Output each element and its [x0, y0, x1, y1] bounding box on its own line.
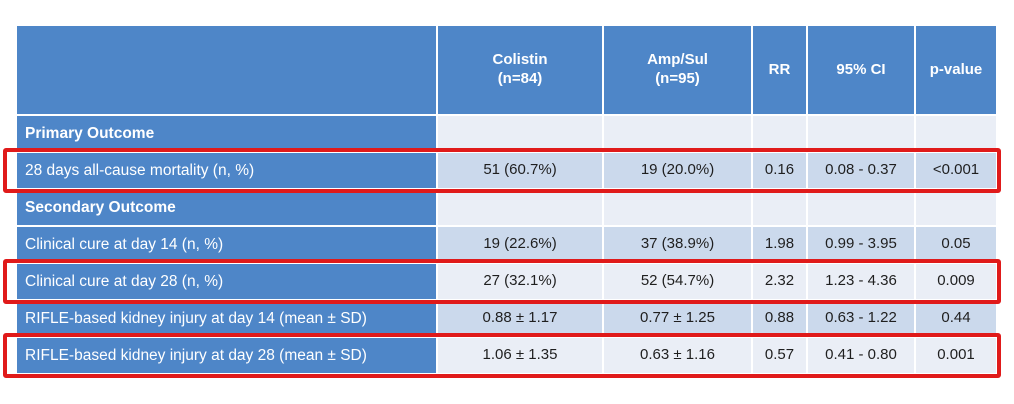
row-label-cure-day28: Clinical cure at day 28 (n, %) — [17, 264, 436, 299]
cell-value: 0.08 - 0.37 — [808, 153, 914, 188]
col-header-ampsul-line1: Amp/Sul — [647, 51, 708, 69]
cell-value: 52 (54.7%) — [604, 264, 751, 299]
cell-value: 0.16 — [753, 153, 806, 188]
cell-value — [916, 190, 996, 225]
col-header-colistin-line1: Colistin — [492, 51, 548, 69]
col-header-colistin: Colistin (n=84) — [438, 26, 602, 114]
cell-value — [438, 116, 602, 151]
cell-value — [808, 116, 914, 151]
col-header-ampsul: Amp/Sul (n=95) — [604, 26, 751, 114]
cell-value: 1.98 — [753, 227, 806, 262]
cell-value: <0.001 — [916, 153, 996, 188]
row-label-primary-outcome: Primary Outcome — [17, 116, 436, 151]
cell-value: 0.44 — [916, 301, 996, 336]
row-label-mortality: 28 days all-cause mortality (n, %) — [17, 153, 436, 188]
row-label-rifle-day14: RIFLE-based kidney injury at day 14 (mea… — [17, 301, 436, 336]
header-empty-corner — [17, 26, 436, 114]
col-header-rr: RR — [753, 26, 806, 114]
outcomes-table: Colistin (n=84) Amp/Sul (n=95) RR 95% CI… — [17, 26, 996, 373]
cell-value: 0.63 - 1.22 — [808, 301, 914, 336]
cell-value: 0.88 ± 1.17 — [438, 301, 602, 336]
cell-value: 27 (32.1%) — [438, 264, 602, 299]
cell-value: 1.23 - 4.36 — [808, 264, 914, 299]
cell-value — [753, 116, 806, 151]
col-header-pvalue: p-value — [916, 26, 996, 114]
cell-value: 19 (20.0%) — [604, 153, 751, 188]
cell-value: 0.88 — [753, 301, 806, 336]
cell-value: 19 (22.6%) — [438, 227, 602, 262]
cell-value: 0.99 - 3.95 — [808, 227, 914, 262]
row-label-cure-day14: Clinical cure at day 14 (n, %) — [17, 227, 436, 262]
cell-value: 0.63 ± 1.16 — [604, 338, 751, 373]
cell-value: 51 (60.7%) — [438, 153, 602, 188]
cell-value — [604, 190, 751, 225]
cell-value: 0.001 — [916, 338, 996, 373]
col-header-ampsul-line2: (n=95) — [655, 70, 700, 87]
cell-value: 0.009 — [916, 264, 996, 299]
cell-value: 0.05 — [916, 227, 996, 262]
cell-value — [916, 116, 996, 151]
cell-value: 2.32 — [753, 264, 806, 299]
cell-value: 37 (38.9%) — [604, 227, 751, 262]
col-header-colistin-line2: (n=84) — [497, 70, 543, 87]
col-header-ci: 95% CI — [808, 26, 914, 114]
cell-value — [808, 190, 914, 225]
cell-value: 1.06 ± 1.35 — [438, 338, 602, 373]
row-label-rifle-day28: RIFLE-based kidney injury at day 28 (mea… — [17, 338, 436, 373]
row-label-secondary-outcome: Secondary Outcome — [17, 190, 436, 225]
cell-value: 0.77 ± 1.25 — [604, 301, 751, 336]
cell-value — [604, 116, 751, 151]
cell-value — [753, 190, 806, 225]
cell-value: 0.57 — [753, 338, 806, 373]
cell-value — [438, 190, 602, 225]
cell-value: 0.41 - 0.80 — [808, 338, 914, 373]
